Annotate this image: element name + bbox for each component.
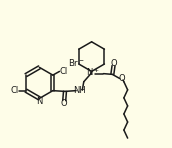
Text: O: O (111, 59, 118, 68)
Text: Br$^-$: Br$^-$ (68, 57, 85, 68)
Text: Cl: Cl (60, 67, 68, 76)
Text: N: N (36, 97, 42, 106)
Text: O: O (119, 74, 125, 83)
Text: N$^+$: N$^+$ (86, 66, 100, 78)
Text: NH: NH (73, 86, 86, 95)
Text: Cl: Cl (10, 86, 19, 95)
Text: O: O (61, 99, 68, 108)
